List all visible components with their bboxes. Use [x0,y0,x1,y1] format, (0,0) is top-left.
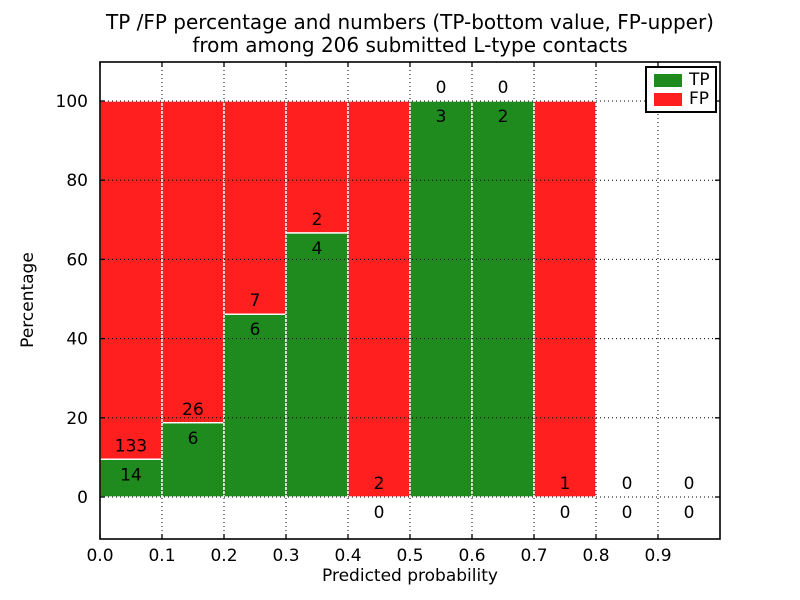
fp-bar-segment-bin-4 [347,100,411,498]
x-tick-label: 0.3 [272,546,299,566]
tp-legend-label: TP [689,70,710,90]
fp-count-label-bin-5: 0 [436,78,447,98]
fp-count-label-bin-4: 2 [374,474,385,494]
x-tick-label: 0.8 [582,546,609,566]
x-axis-label: Predicted probability [322,566,498,586]
fp-bar-segment-bin-7 [533,100,597,498]
tp-count-label-bin-5: 3 [436,107,447,127]
tp-legend-swatch [654,73,682,87]
y-tick-label: 100 [56,92,88,112]
x-tick-label: 0.0 [86,546,113,566]
chart-title-line1: TP /FP percentage and numbers (TP-bottom… [106,10,714,34]
tp-count-label-bin-3: 4 [312,239,323,259]
y-axis-label: Percentage [18,252,38,348]
tp-bar-segment-bin-6 [471,100,535,498]
tp-bar-segment-bin-3 [285,232,349,498]
tp-count-label-bin-7: 0 [560,503,571,523]
x-tick-label: 0.4 [334,546,361,566]
tp-count-label-bin-0: 14 [120,465,142,485]
fp-count-label-bin-7: 1 [560,474,571,494]
x-tick-label: 0.1 [148,546,175,566]
y-tick-label: 0 [77,488,88,508]
tp-count-label-bin-1: 6 [188,429,199,449]
tp-count-label-bin-8: 0 [622,503,633,523]
tp-bar-segment-bin-0 [99,458,163,498]
fp-legend-swatch [654,92,682,106]
tp-bar-segment-bin-2 [223,313,287,498]
x-tick-label: 0.9 [644,546,671,566]
tp-count-label-bin-4: 0 [374,503,385,523]
legend-entry-tp: TP [654,70,710,90]
x-tick-label: 0.2 [210,546,237,566]
chart-title: TP /FP percentage and numbers (TP-bottom… [100,11,720,57]
fp-count-label-bin-9: 0 [684,474,695,494]
legend: TP FP [645,66,717,113]
y-tick-label: 20 [66,409,88,429]
y-tick-label: 60 [66,250,88,270]
fp-bar-segment-bin-1 [161,100,225,424]
fp-count-label-bin-1: 26 [182,400,204,420]
fp-bar-segment-bin-2 [223,100,287,315]
tp-bar-segment-bin-5 [409,100,473,498]
tp-count-label-bin-9: 0 [684,503,695,523]
fp-bar-segment-bin-0 [99,100,163,461]
fp-count-label-bin-0: 133 [115,436,147,456]
chart-title-line2: from among 206 submitted L-type contacts [192,33,628,57]
tp-count-label-bin-6: 2 [498,107,509,127]
y-tick-label: 80 [66,171,88,191]
x-tick-label: 0.7 [520,546,547,566]
fp-count-label-bin-3: 2 [312,210,323,230]
x-tick-label: 0.6 [458,546,485,566]
fp-count-label-bin-8: 0 [622,474,633,494]
fp-legend-label: FP [689,89,710,109]
x-tick-label: 0.5 [396,546,423,566]
y-tick-label: 40 [66,330,88,350]
legend-entry-fp: FP [654,89,710,109]
tp-count-label-bin-2: 6 [250,320,261,340]
fp-count-label-bin-6: 0 [498,78,509,98]
fp-count-label-bin-2: 7 [250,291,261,311]
